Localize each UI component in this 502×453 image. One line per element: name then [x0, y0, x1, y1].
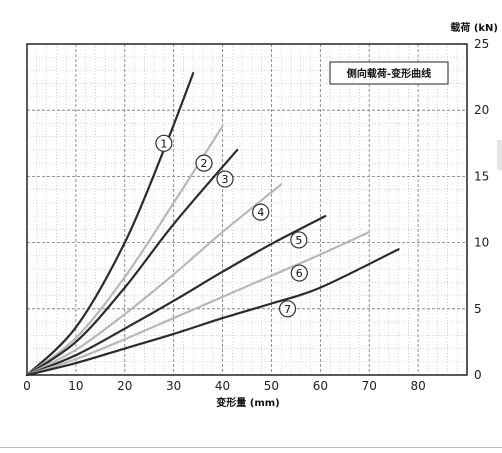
curve-3 — [25, 148, 239, 377]
curves — [25, 72, 400, 377]
curve-label-circle — [195, 154, 213, 172]
y-tick-label: 20 — [474, 103, 489, 117]
y-tick-label: 15 — [474, 169, 489, 183]
curve-label-2: 2 — [200, 157, 207, 170]
x-tick-label: 20 — [117, 379, 132, 393]
legend-box: 侧向载荷-变形曲线 — [329, 61, 449, 85]
y-tick-label: 5 — [474, 302, 482, 316]
x-tick-label: 30 — [166, 379, 181, 393]
curve-label-6: 6 — [296, 267, 303, 280]
x-tick-label: 50 — [264, 379, 279, 393]
x-axis-label: 变形量 (mm) — [216, 396, 279, 409]
y-tick-label: 10 — [474, 236, 489, 250]
curve-label-circle — [290, 264, 308, 282]
y-axis-label: 载荷 (kN) — [450, 21, 498, 34]
x-tick-label: 60 — [313, 379, 328, 393]
chart-title: 侧向载荷-变形曲线 — [347, 67, 431, 80]
curve-6 — [25, 230, 371, 377]
curve-4 — [25, 183, 283, 377]
x-tick-label: 10 — [68, 379, 83, 393]
x-tick-label: 80 — [410, 379, 425, 393]
edge-artifact — [497, 140, 502, 170]
curve-label-7: 7 — [284, 303, 291, 316]
curve-label-circle — [155, 134, 173, 152]
curve-label-circle — [252, 203, 270, 221]
x-tick-label: 40 — [215, 379, 230, 393]
curve-label-5: 5 — [295, 234, 302, 247]
plot-frame — [26, 43, 468, 376]
curve-1 — [25, 72, 195, 377]
x-tick-label: 0 — [23, 379, 31, 393]
y-tick-label: 0 — [474, 368, 482, 382]
curve-2 — [25, 124, 224, 377]
curve-label-circle — [290, 231, 308, 249]
x-tick-label: 70 — [362, 379, 377, 393]
curve-labels: 1 2 3 4 5 6 7 — [155, 134, 308, 318]
curve-5 — [25, 215, 327, 377]
curve-label-1: 1 — [160, 137, 167, 150]
curve-label-4: 4 — [257, 206, 264, 219]
bottom-divider — [0, 447, 502, 448]
curve-label-circle — [216, 170, 234, 188]
curve-label-3: 3 — [222, 173, 229, 186]
y-tick-label: 25 — [474, 37, 489, 51]
curve-label-circle — [278, 300, 297, 318]
curve-7 — [25, 248, 400, 377]
